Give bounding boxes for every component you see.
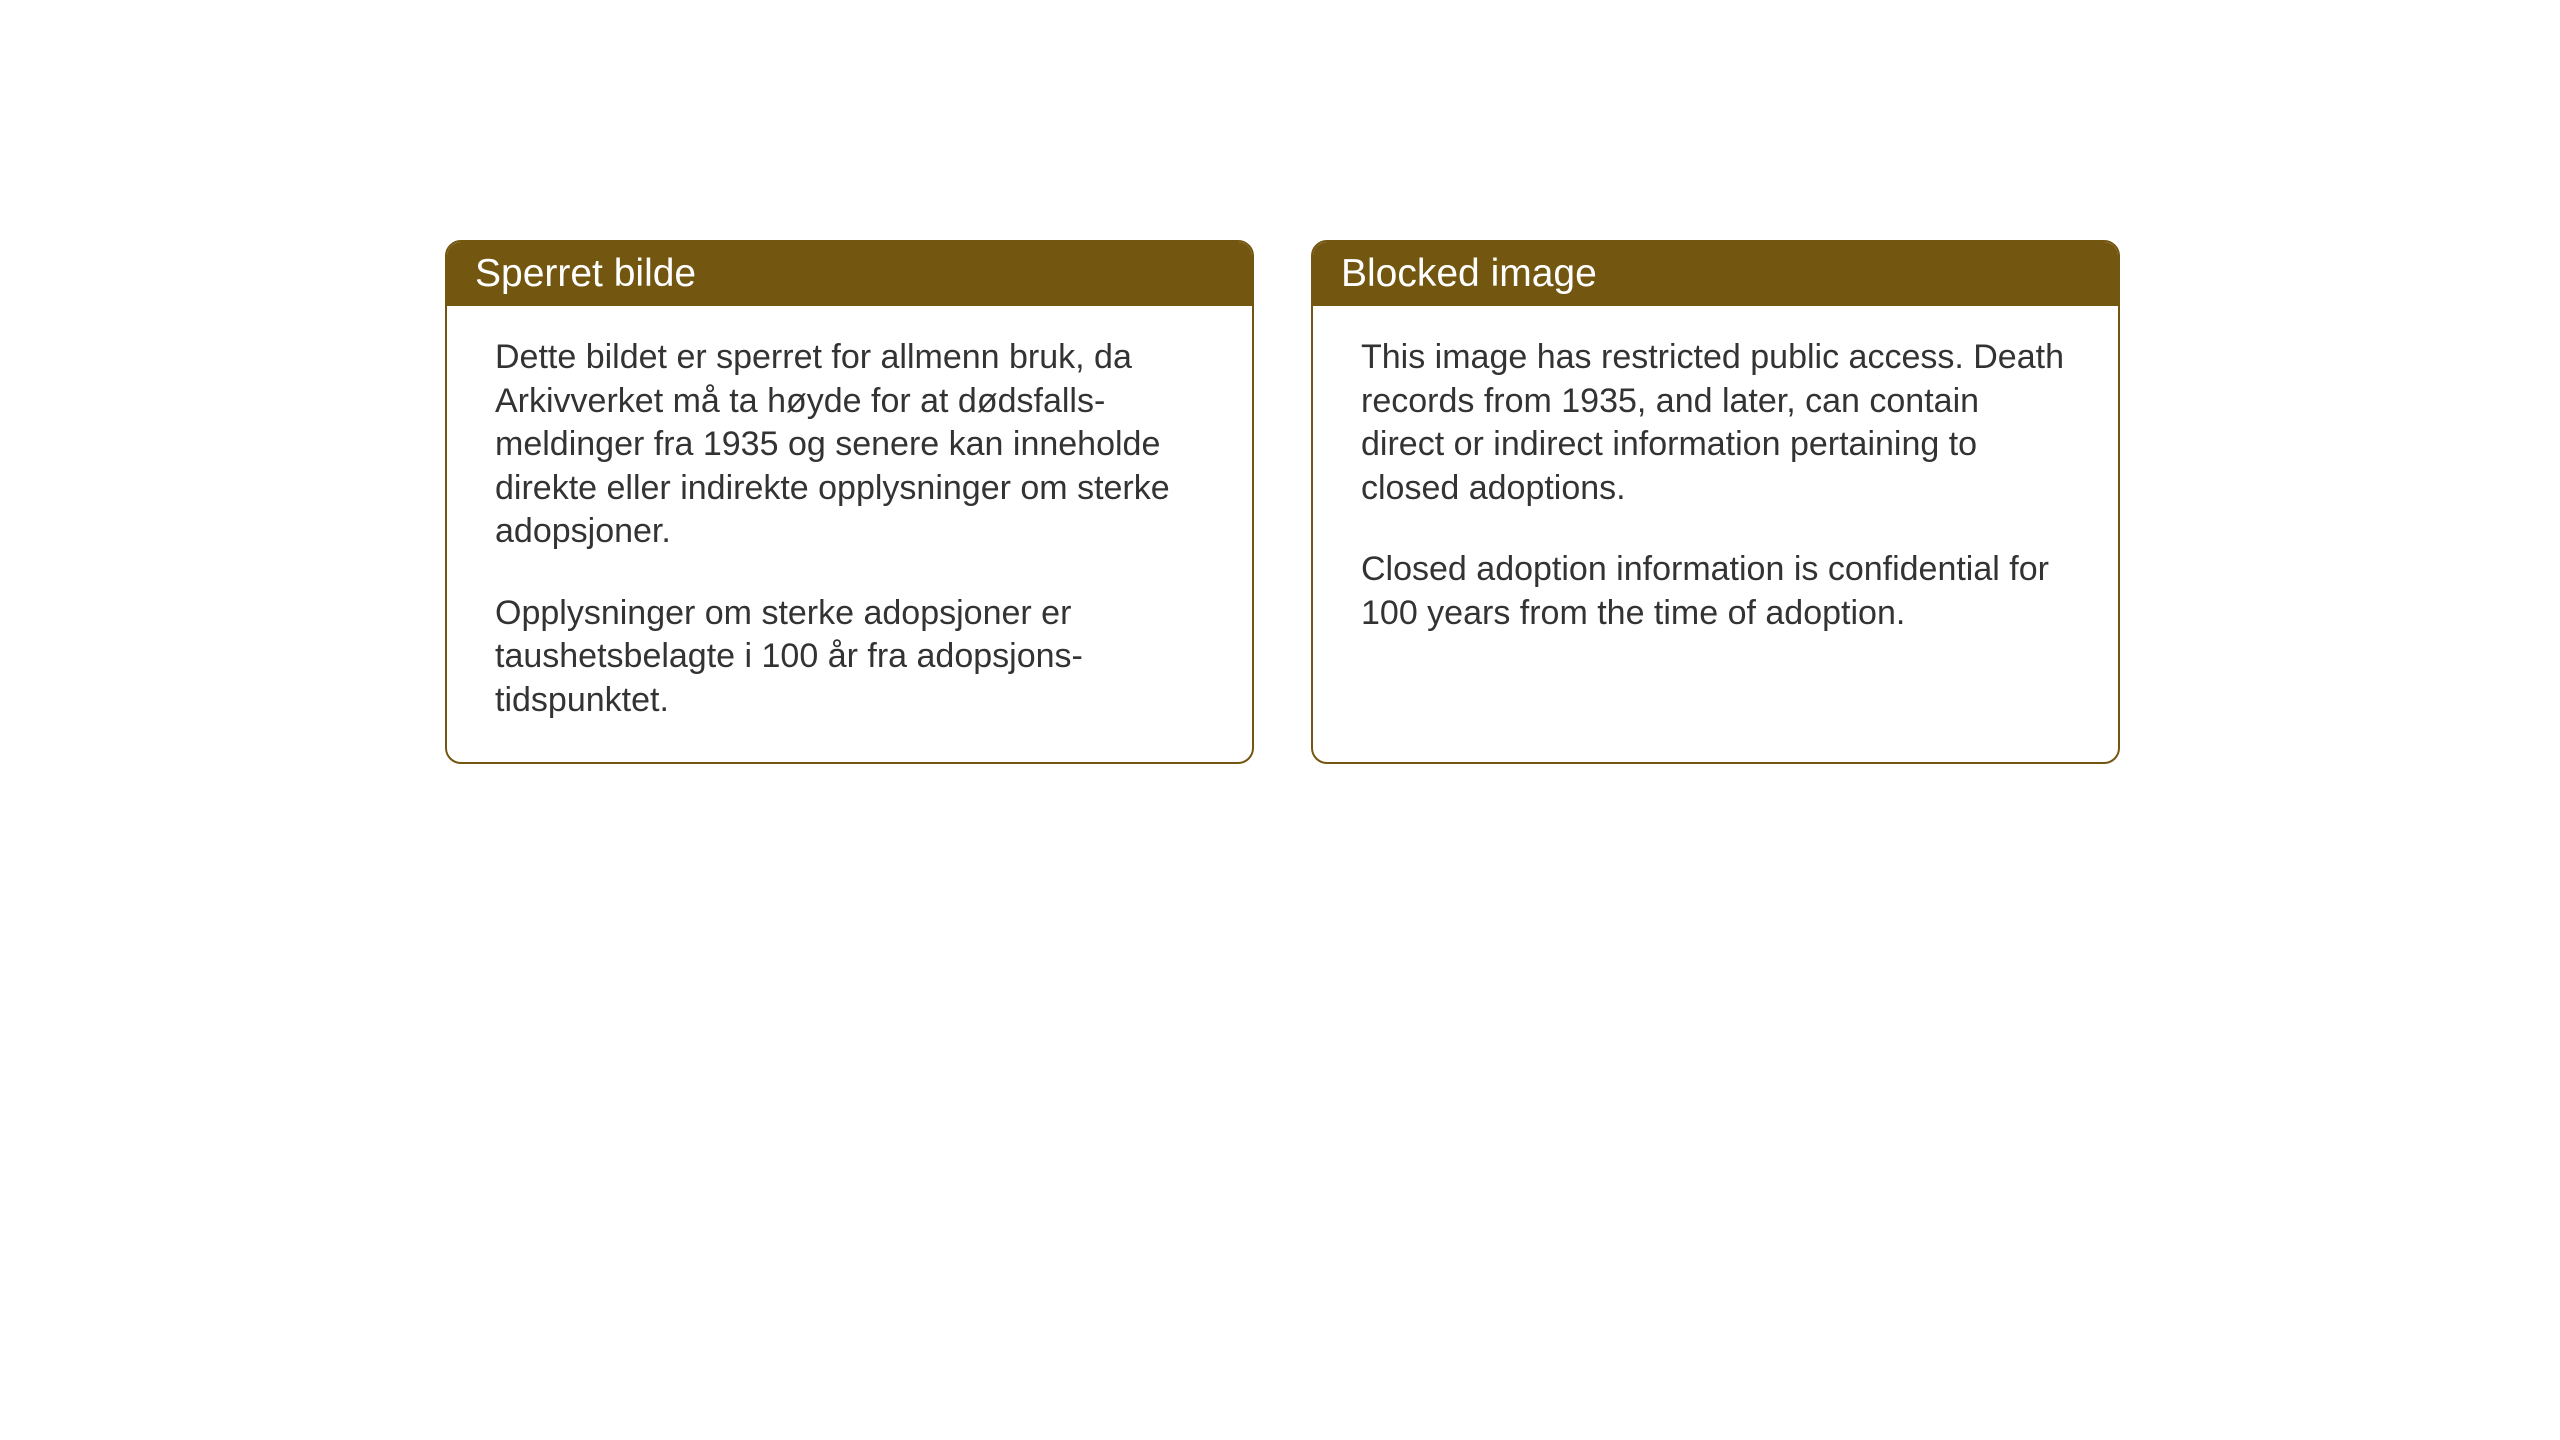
notice-title-norwegian: Sperret bilde bbox=[447, 242, 1252, 306]
notice-body-norwegian: Dette bildet er sperret for allmenn bruk… bbox=[447, 306, 1252, 762]
notice-body-english: This image has restricted public access.… bbox=[1313, 306, 2118, 675]
notice-paragraph: Opplysninger om sterke adopsjoner er tau… bbox=[495, 592, 1204, 723]
notices-container: Sperret bilde Dette bildet er sperret fo… bbox=[445, 240, 2120, 764]
notice-title-english: Blocked image bbox=[1313, 242, 2118, 306]
notice-paragraph: This image has restricted public access.… bbox=[1361, 336, 2070, 510]
notice-box-norwegian: Sperret bilde Dette bildet er sperret fo… bbox=[445, 240, 1254, 764]
notice-paragraph: Closed adoption information is confident… bbox=[1361, 548, 2070, 635]
notice-box-english: Blocked image This image has restricted … bbox=[1311, 240, 2120, 764]
notice-paragraph: Dette bildet er sperret for allmenn bruk… bbox=[495, 336, 1204, 554]
